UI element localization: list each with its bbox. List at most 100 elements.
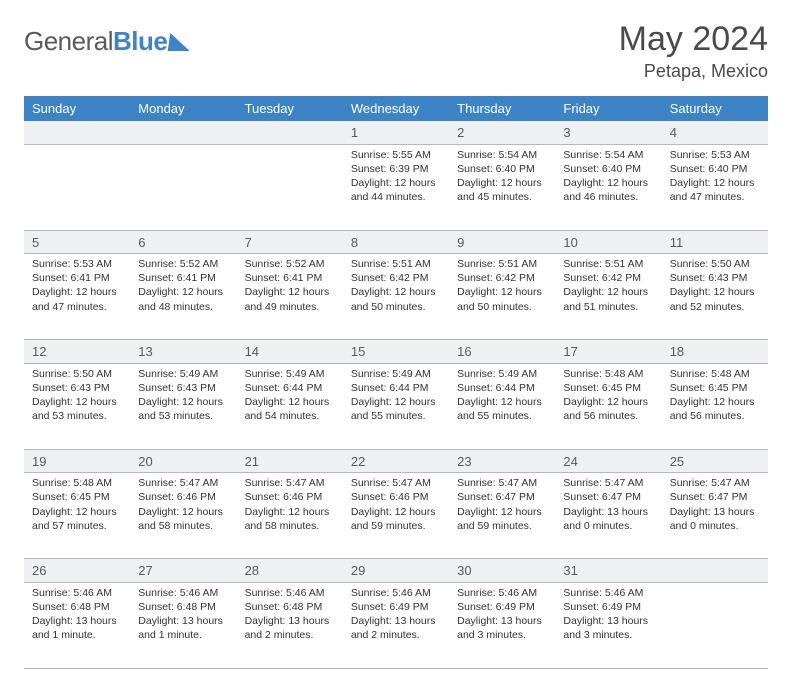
day-number: 2 bbox=[457, 125, 464, 140]
day-number-cell: 18 bbox=[662, 340, 768, 364]
dow-sunday: Sunday bbox=[24, 96, 130, 121]
daylight-text: and 49 minutes. bbox=[245, 300, 335, 314]
day-number-cell: 1 bbox=[343, 121, 449, 144]
sunrise-text: Sunrise: 5:55 AM bbox=[351, 148, 441, 162]
day-cell: Sunrise: 5:46 AMSunset: 6:49 PMDaylight:… bbox=[343, 582, 449, 668]
day-of-week-row: Sunday Monday Tuesday Wednesday Thursday… bbox=[24, 96, 768, 121]
sunrise-text: Sunrise: 5:52 AM bbox=[138, 257, 228, 271]
day-number-cell: 2 bbox=[449, 121, 555, 144]
day-number-cell: 23 bbox=[449, 449, 555, 473]
day-number: 26 bbox=[32, 563, 46, 578]
daylight-text: and 47 minutes. bbox=[670, 190, 760, 204]
day-number: 22 bbox=[351, 454, 365, 469]
daylight-text: and 2 minutes. bbox=[351, 628, 441, 642]
daylight-text: Daylight: 12 hours bbox=[670, 176, 760, 190]
day-cell: Sunrise: 5:50 AMSunset: 6:43 PMDaylight:… bbox=[662, 254, 768, 340]
daylight-text: and 54 minutes. bbox=[245, 409, 335, 423]
daylight-text: and 3 minutes. bbox=[563, 628, 653, 642]
day-body-row: Sunrise: 5:46 AMSunset: 6:48 PMDaylight:… bbox=[24, 582, 768, 668]
day-cell: Sunrise: 5:46 AMSunset: 6:48 PMDaylight:… bbox=[237, 582, 343, 668]
sunrise-text: Sunrise: 5:48 AM bbox=[670, 367, 760, 381]
sunset-text: Sunset: 6:40 PM bbox=[563, 162, 653, 176]
daylight-text: and 59 minutes. bbox=[457, 519, 547, 533]
day-cell: Sunrise: 5:46 AMSunset: 6:48 PMDaylight:… bbox=[24, 582, 130, 668]
brand-blue: Blue bbox=[113, 26, 167, 56]
day-number: 21 bbox=[245, 454, 259, 469]
sunset-text: Sunset: 6:46 PM bbox=[138, 490, 228, 504]
day-number: 8 bbox=[351, 235, 358, 250]
day-number-cell: 30 bbox=[449, 559, 555, 583]
daylight-text: and 1 minute. bbox=[32, 628, 122, 642]
day-cell: Sunrise: 5:47 AMSunset: 6:47 PMDaylight:… bbox=[555, 473, 661, 559]
day-number-cell: 29 bbox=[343, 559, 449, 583]
sunrise-text: Sunrise: 5:50 AM bbox=[32, 367, 122, 381]
day-number: 3 bbox=[563, 125, 570, 140]
day-number: 1 bbox=[351, 125, 358, 140]
sunrise-text: Sunrise: 5:54 AM bbox=[563, 148, 653, 162]
daylight-text: and 55 minutes. bbox=[457, 409, 547, 423]
day-cell: Sunrise: 5:49 AMSunset: 6:44 PMDaylight:… bbox=[343, 363, 449, 449]
sunrise-text: Sunrise: 5:53 AM bbox=[32, 257, 122, 271]
sunrise-text: Sunrise: 5:52 AM bbox=[245, 257, 335, 271]
day-number: 16 bbox=[457, 344, 471, 359]
day-number-cell: 12 bbox=[24, 340, 130, 364]
day-cell: Sunrise: 5:49 AMSunset: 6:44 PMDaylight:… bbox=[449, 363, 555, 449]
day-number-cell: 5 bbox=[24, 230, 130, 254]
sunrise-text: Sunrise: 5:47 AM bbox=[138, 476, 228, 490]
day-number: 29 bbox=[351, 563, 365, 578]
day-number: 6 bbox=[138, 235, 145, 250]
day-number-cell: 31 bbox=[555, 559, 661, 583]
daylight-text: Daylight: 12 hours bbox=[457, 176, 547, 190]
sunrise-text: Sunrise: 5:48 AM bbox=[32, 476, 122, 490]
day-number: 12 bbox=[32, 344, 46, 359]
sunrise-text: Sunrise: 5:47 AM bbox=[670, 476, 760, 490]
daylight-text: Daylight: 13 hours bbox=[563, 505, 653, 519]
sunset-text: Sunset: 6:43 PM bbox=[138, 381, 228, 395]
daylight-text: Daylight: 13 hours bbox=[351, 614, 441, 628]
daylight-text: Daylight: 13 hours bbox=[245, 614, 335, 628]
sunset-text: Sunset: 6:46 PM bbox=[351, 490, 441, 504]
daylight-text: and 50 minutes. bbox=[351, 300, 441, 314]
day-cell: Sunrise: 5:48 AMSunset: 6:45 PMDaylight:… bbox=[24, 473, 130, 559]
day-number-cell: 10 bbox=[555, 230, 661, 254]
daylight-text: Daylight: 12 hours bbox=[138, 395, 228, 409]
daylight-text: and 47 minutes. bbox=[32, 300, 122, 314]
brand-general: General bbox=[24, 26, 113, 56]
day-number: 15 bbox=[351, 344, 365, 359]
day-number: 25 bbox=[670, 454, 684, 469]
sunrise-text: Sunrise: 5:46 AM bbox=[351, 586, 441, 600]
day-cell: Sunrise: 5:48 AMSunset: 6:45 PMDaylight:… bbox=[555, 363, 661, 449]
day-number-cell: 14 bbox=[237, 340, 343, 364]
day-cell: Sunrise: 5:47 AMSunset: 6:46 PMDaylight:… bbox=[343, 473, 449, 559]
daylight-text: Daylight: 12 hours bbox=[457, 505, 547, 519]
daylight-text: and 51 minutes. bbox=[563, 300, 653, 314]
daylight-text: Daylight: 12 hours bbox=[563, 176, 653, 190]
day-number-cell: 8 bbox=[343, 230, 449, 254]
day-cell: Sunrise: 5:51 AMSunset: 6:42 PMDaylight:… bbox=[555, 254, 661, 340]
daylight-text: Daylight: 12 hours bbox=[670, 285, 760, 299]
day-cell: Sunrise: 5:51 AMSunset: 6:42 PMDaylight:… bbox=[343, 254, 449, 340]
sunset-text: Sunset: 6:47 PM bbox=[670, 490, 760, 504]
day-number-cell bbox=[237, 121, 343, 144]
day-cell: Sunrise: 5:49 AMSunset: 6:43 PMDaylight:… bbox=[130, 363, 236, 449]
sunrise-text: Sunrise: 5:46 AM bbox=[138, 586, 228, 600]
dow-monday: Monday bbox=[130, 96, 236, 121]
sunrise-text: Sunrise: 5:51 AM bbox=[351, 257, 441, 271]
day-cell bbox=[662, 582, 768, 668]
sunrise-text: Sunrise: 5:51 AM bbox=[563, 257, 653, 271]
sunset-text: Sunset: 6:41 PM bbox=[245, 271, 335, 285]
day-cell: Sunrise: 5:47 AMSunset: 6:46 PMDaylight:… bbox=[130, 473, 236, 559]
day-cell: Sunrise: 5:54 AMSunset: 6:40 PMDaylight:… bbox=[555, 144, 661, 230]
day-body-row: Sunrise: 5:50 AM Sunset: 6:43 PMDaylight:… bbox=[24, 363, 768, 449]
daylight-text: and 45 minutes. bbox=[457, 190, 547, 204]
day-number-cell bbox=[662, 559, 768, 583]
day-number: 13 bbox=[138, 344, 152, 359]
day-number: 27 bbox=[138, 563, 152, 578]
day-cell: Sunrise: 5:48 AMSunset: 6:45 PMDaylight:… bbox=[662, 363, 768, 449]
sunset-text: Sunset: 6:41 PM bbox=[138, 271, 228, 285]
daylight-text: Daylight: 12 hours bbox=[245, 505, 335, 519]
day-cell: Sunrise: 5:47 AMSunset: 6:46 PMDaylight:… bbox=[237, 473, 343, 559]
day-cell: Sunrise: 5:50 AMSunset: 6:43 PMDaylight:… bbox=[24, 363, 130, 449]
daylight-text: Daylight: 12 hours bbox=[138, 285, 228, 299]
day-cell bbox=[24, 144, 130, 230]
